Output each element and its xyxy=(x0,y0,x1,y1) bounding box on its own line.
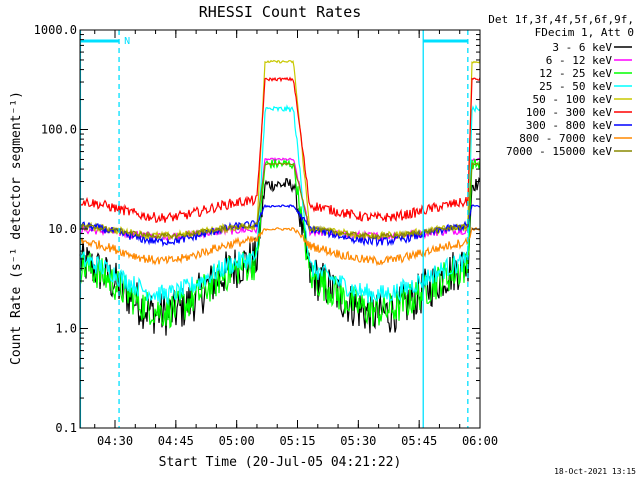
x-tick-label: 05:30 xyxy=(340,434,376,448)
y-tick-label: 1000.0 xyxy=(34,23,77,37)
night-marker-label: N xyxy=(124,36,130,47)
legend-entry-label: 3 - 6 keV xyxy=(552,41,612,54)
legend-entry-label: 6 - 12 keV xyxy=(546,54,613,67)
x-axis-label: Start Time (20-Jul-05 04:21:22) xyxy=(159,455,402,470)
x-tick-label: 06:00 xyxy=(462,434,498,448)
x-tick-label: 04:45 xyxy=(158,434,194,448)
series-line xyxy=(79,226,481,267)
y-tick-label: 1.0 xyxy=(55,322,77,336)
y-tick-label: 0.1 xyxy=(55,421,77,435)
legend-header-line1: Det 1f,3f,4f,5f,6f,9f, xyxy=(488,13,634,26)
legend-entry-label: 7000 - 15000 keV xyxy=(506,145,612,158)
x-tick-label: 05:00 xyxy=(219,434,255,448)
legend-entry-label: 800 - 7000 keV xyxy=(519,132,612,145)
chart-title: RHESSI Count Rates xyxy=(199,3,362,21)
y-axis-label: Count Rate (s⁻¹ detector segment⁻¹) xyxy=(9,91,24,365)
series-line xyxy=(79,76,481,223)
legend-entry-label: 12 - 25 keV xyxy=(539,67,612,80)
legend-entry-label: 100 - 300 keV xyxy=(526,106,612,119)
x-tick-label: 04:30 xyxy=(97,434,133,448)
legend: Det 1f,3f,4f,5f,6f,9f, FDecim 1, Att 0 3… xyxy=(488,13,634,158)
series-line xyxy=(79,104,481,306)
x-tick-label: 05:45 xyxy=(401,434,437,448)
series-line xyxy=(79,59,481,242)
legend-entry-label: 25 - 50 keV xyxy=(539,80,612,93)
series-layer xyxy=(79,59,481,336)
series-line xyxy=(79,162,481,240)
x-tick-label: 05:15 xyxy=(279,434,315,448)
y-tick-label: 100.0 xyxy=(41,123,77,137)
y-tick-label: 10.0 xyxy=(48,222,77,236)
legend-header-line2: FDecim 1, Att 0 xyxy=(535,26,634,39)
legend-entry-label: 300 - 800 keV xyxy=(526,119,612,132)
axis-layer: 0.1 1.0 10.0 100.0 1000.0 04:30 04:45 05:00 05:1… xyxy=(34,23,498,448)
series-line xyxy=(79,157,481,243)
legend-entry-label: 50 - 100 keV xyxy=(533,93,613,106)
timestamp: 18-Oct-2021 13:15 xyxy=(554,467,636,476)
